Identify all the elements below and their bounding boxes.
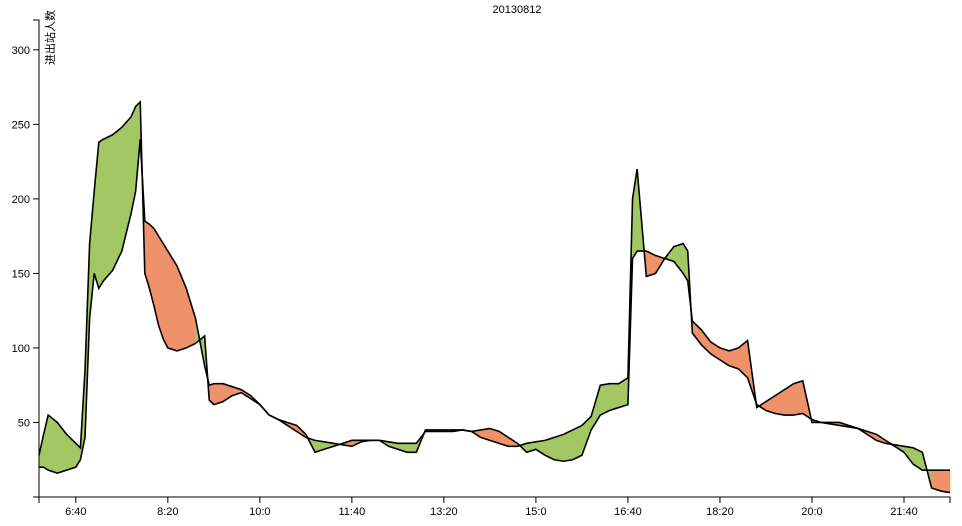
- series-line-2: [39, 139, 950, 474]
- band-segment: [406, 443, 417, 453]
- band-segment: [673, 243, 684, 275]
- band-segment: [185, 288, 196, 349]
- band-segment: [167, 249, 178, 352]
- chart-title: 20130812: [493, 4, 542, 16]
- y-tick-label: 50: [18, 417, 30, 429]
- y-tick-label: 200: [12, 194, 30, 206]
- band-segment: [47, 414, 58, 474]
- band-segment: [572, 424, 583, 461]
- x-tick-label: 13:20: [430, 506, 458, 518]
- x-tick-label: 10:0: [249, 506, 270, 518]
- y-tick-label: 150: [12, 268, 30, 280]
- band-layer: [38, 101, 951, 493]
- x-tick-label: 6:40: [65, 506, 86, 518]
- y-axis-line: [33, 19, 40, 498]
- x-tick-label: 18:20: [706, 506, 734, 518]
- x-tick-label: 15:0: [525, 506, 546, 518]
- band-segment: [554, 433, 564, 462]
- band-segment: [112, 126, 123, 271]
- y-axis: 50 100 150 200 250 300: [12, 19, 40, 498]
- plot-area: [38, 100, 951, 494]
- band-segment: [793, 380, 804, 416]
- band-segment: [103, 134, 113, 282]
- band-segment: [563, 429, 574, 462]
- band-segment: [98, 138, 104, 290]
- band-segment: [600, 383, 610, 416]
- band-segment: [158, 235, 164, 340]
- x-tick-label: 11:40: [339, 506, 366, 518]
- band-segment: [57, 421, 67, 474]
- band-segment: [609, 383, 620, 411]
- y-tick-label: 250: [12, 119, 30, 131]
- line-layer: [38, 100, 951, 494]
- x-tick-label: 21:40: [890, 506, 918, 518]
- x-tick-label: 8:20: [157, 506, 178, 518]
- x-axis-line: [38, 496, 951, 503]
- y-tick-label: 300: [12, 45, 30, 57]
- y-tick-label: 100: [12, 343, 30, 355]
- y-axis-label: 进出站人数: [43, 10, 57, 65]
- band-segment: [162, 242, 169, 349]
- x-tick-label: 20:0: [801, 506, 822, 518]
- x-tick-label: 16:40: [614, 506, 642, 518]
- band-segment: [940, 469, 951, 493]
- x-axis: 6:40 8:20 10:0 11:40 13:20 15:0 16:40 18:20 20:0…: [38, 496, 951, 518]
